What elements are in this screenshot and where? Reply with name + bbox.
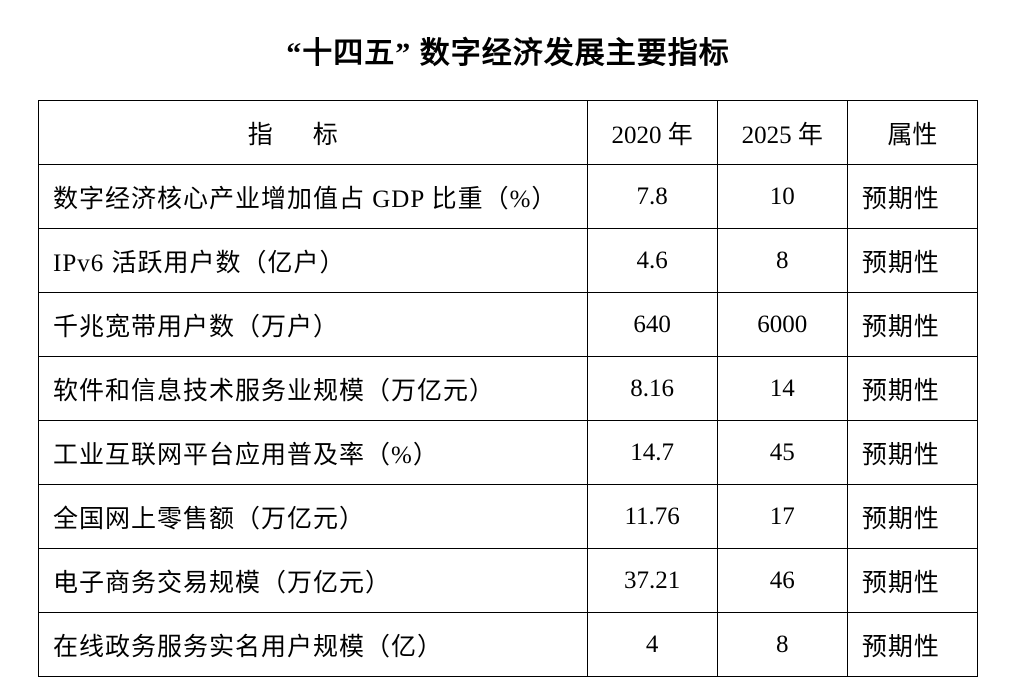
cell-indicator: 工业互联网平台应用普及率（%）	[39, 421, 588, 485]
table-row: 电子商务交易规模（万亿元） 37.21 46 预期性	[39, 549, 978, 613]
cell-2020: 8.16	[587, 357, 717, 421]
cell-2025: 45	[717, 421, 847, 485]
cell-attribute: 预期性	[847, 421, 977, 485]
table-row: 软件和信息技术服务业规模（万亿元） 8.16 14 预期性	[39, 357, 978, 421]
cell-attribute: 预期性	[847, 357, 977, 421]
col-header-attribute: 属性	[847, 101, 977, 165]
page-title: “十四五” 数字经济发展主要指标	[38, 28, 978, 72]
col-header-2025: 2025 年	[717, 101, 847, 165]
cell-attribute: 预期性	[847, 229, 977, 293]
cell-2020: 37.21	[587, 549, 717, 613]
table-row: 工业互联网平台应用普及率（%） 14.7 45 预期性	[39, 421, 978, 485]
cell-attribute: 预期性	[847, 485, 977, 549]
table-header-row: 指标 2020 年 2025 年 属性	[39, 101, 978, 165]
table-row: 数字经济核心产业增加值占 GDP 比重（%） 7.8 10 预期性	[39, 165, 978, 229]
cell-attribute: 预期性	[847, 549, 977, 613]
cell-indicator: 全国网上零售额（万亿元）	[39, 485, 588, 549]
cell-2025: 17	[717, 485, 847, 549]
table-row: 在线政务服务实名用户规模（亿） 4 8 预期性	[39, 613, 978, 677]
table-row: IPv6 活跃用户数（亿户） 4.6 8 预期性	[39, 229, 978, 293]
cell-attribute: 预期性	[847, 613, 977, 677]
cell-2020: 4.6	[587, 229, 717, 293]
cell-2025: 46	[717, 549, 847, 613]
table-row: 千兆宽带用户数（万户） 640 6000 预期性	[39, 293, 978, 357]
table-row: 全国网上零售额（万亿元） 11.76 17 预期性	[39, 485, 978, 549]
cell-indicator: 千兆宽带用户数（万户）	[39, 293, 588, 357]
cell-indicator: 数字经济核心产业增加值占 GDP 比重（%）	[39, 165, 588, 229]
cell-indicator: 电子商务交易规模（万亿元）	[39, 549, 588, 613]
cell-attribute: 预期性	[847, 165, 977, 229]
cell-2020: 11.76	[587, 485, 717, 549]
cell-attribute: 预期性	[847, 293, 977, 357]
cell-2025: 10	[717, 165, 847, 229]
cell-2025: 8	[717, 613, 847, 677]
cell-2020: 640	[587, 293, 717, 357]
cell-2025: 6000	[717, 293, 847, 357]
cell-2025: 8	[717, 229, 847, 293]
indicators-table: 指标 2020 年 2025 年 属性 数字经济核心产业增加值占 GDP 比重（…	[38, 100, 978, 677]
cell-indicator: 软件和信息技术服务业规模（万亿元）	[39, 357, 588, 421]
cell-2020: 7.8	[587, 165, 717, 229]
col-header-indicator: 指标	[39, 101, 588, 165]
col-header-2020: 2020 年	[587, 101, 717, 165]
cell-indicator: 在线政务服务实名用户规模（亿）	[39, 613, 588, 677]
cell-2025: 14	[717, 357, 847, 421]
cell-2020: 14.7	[587, 421, 717, 485]
cell-indicator: IPv6 活跃用户数（亿户）	[39, 229, 588, 293]
cell-2020: 4	[587, 613, 717, 677]
col-header-indicator-label: 指标	[248, 122, 378, 149]
